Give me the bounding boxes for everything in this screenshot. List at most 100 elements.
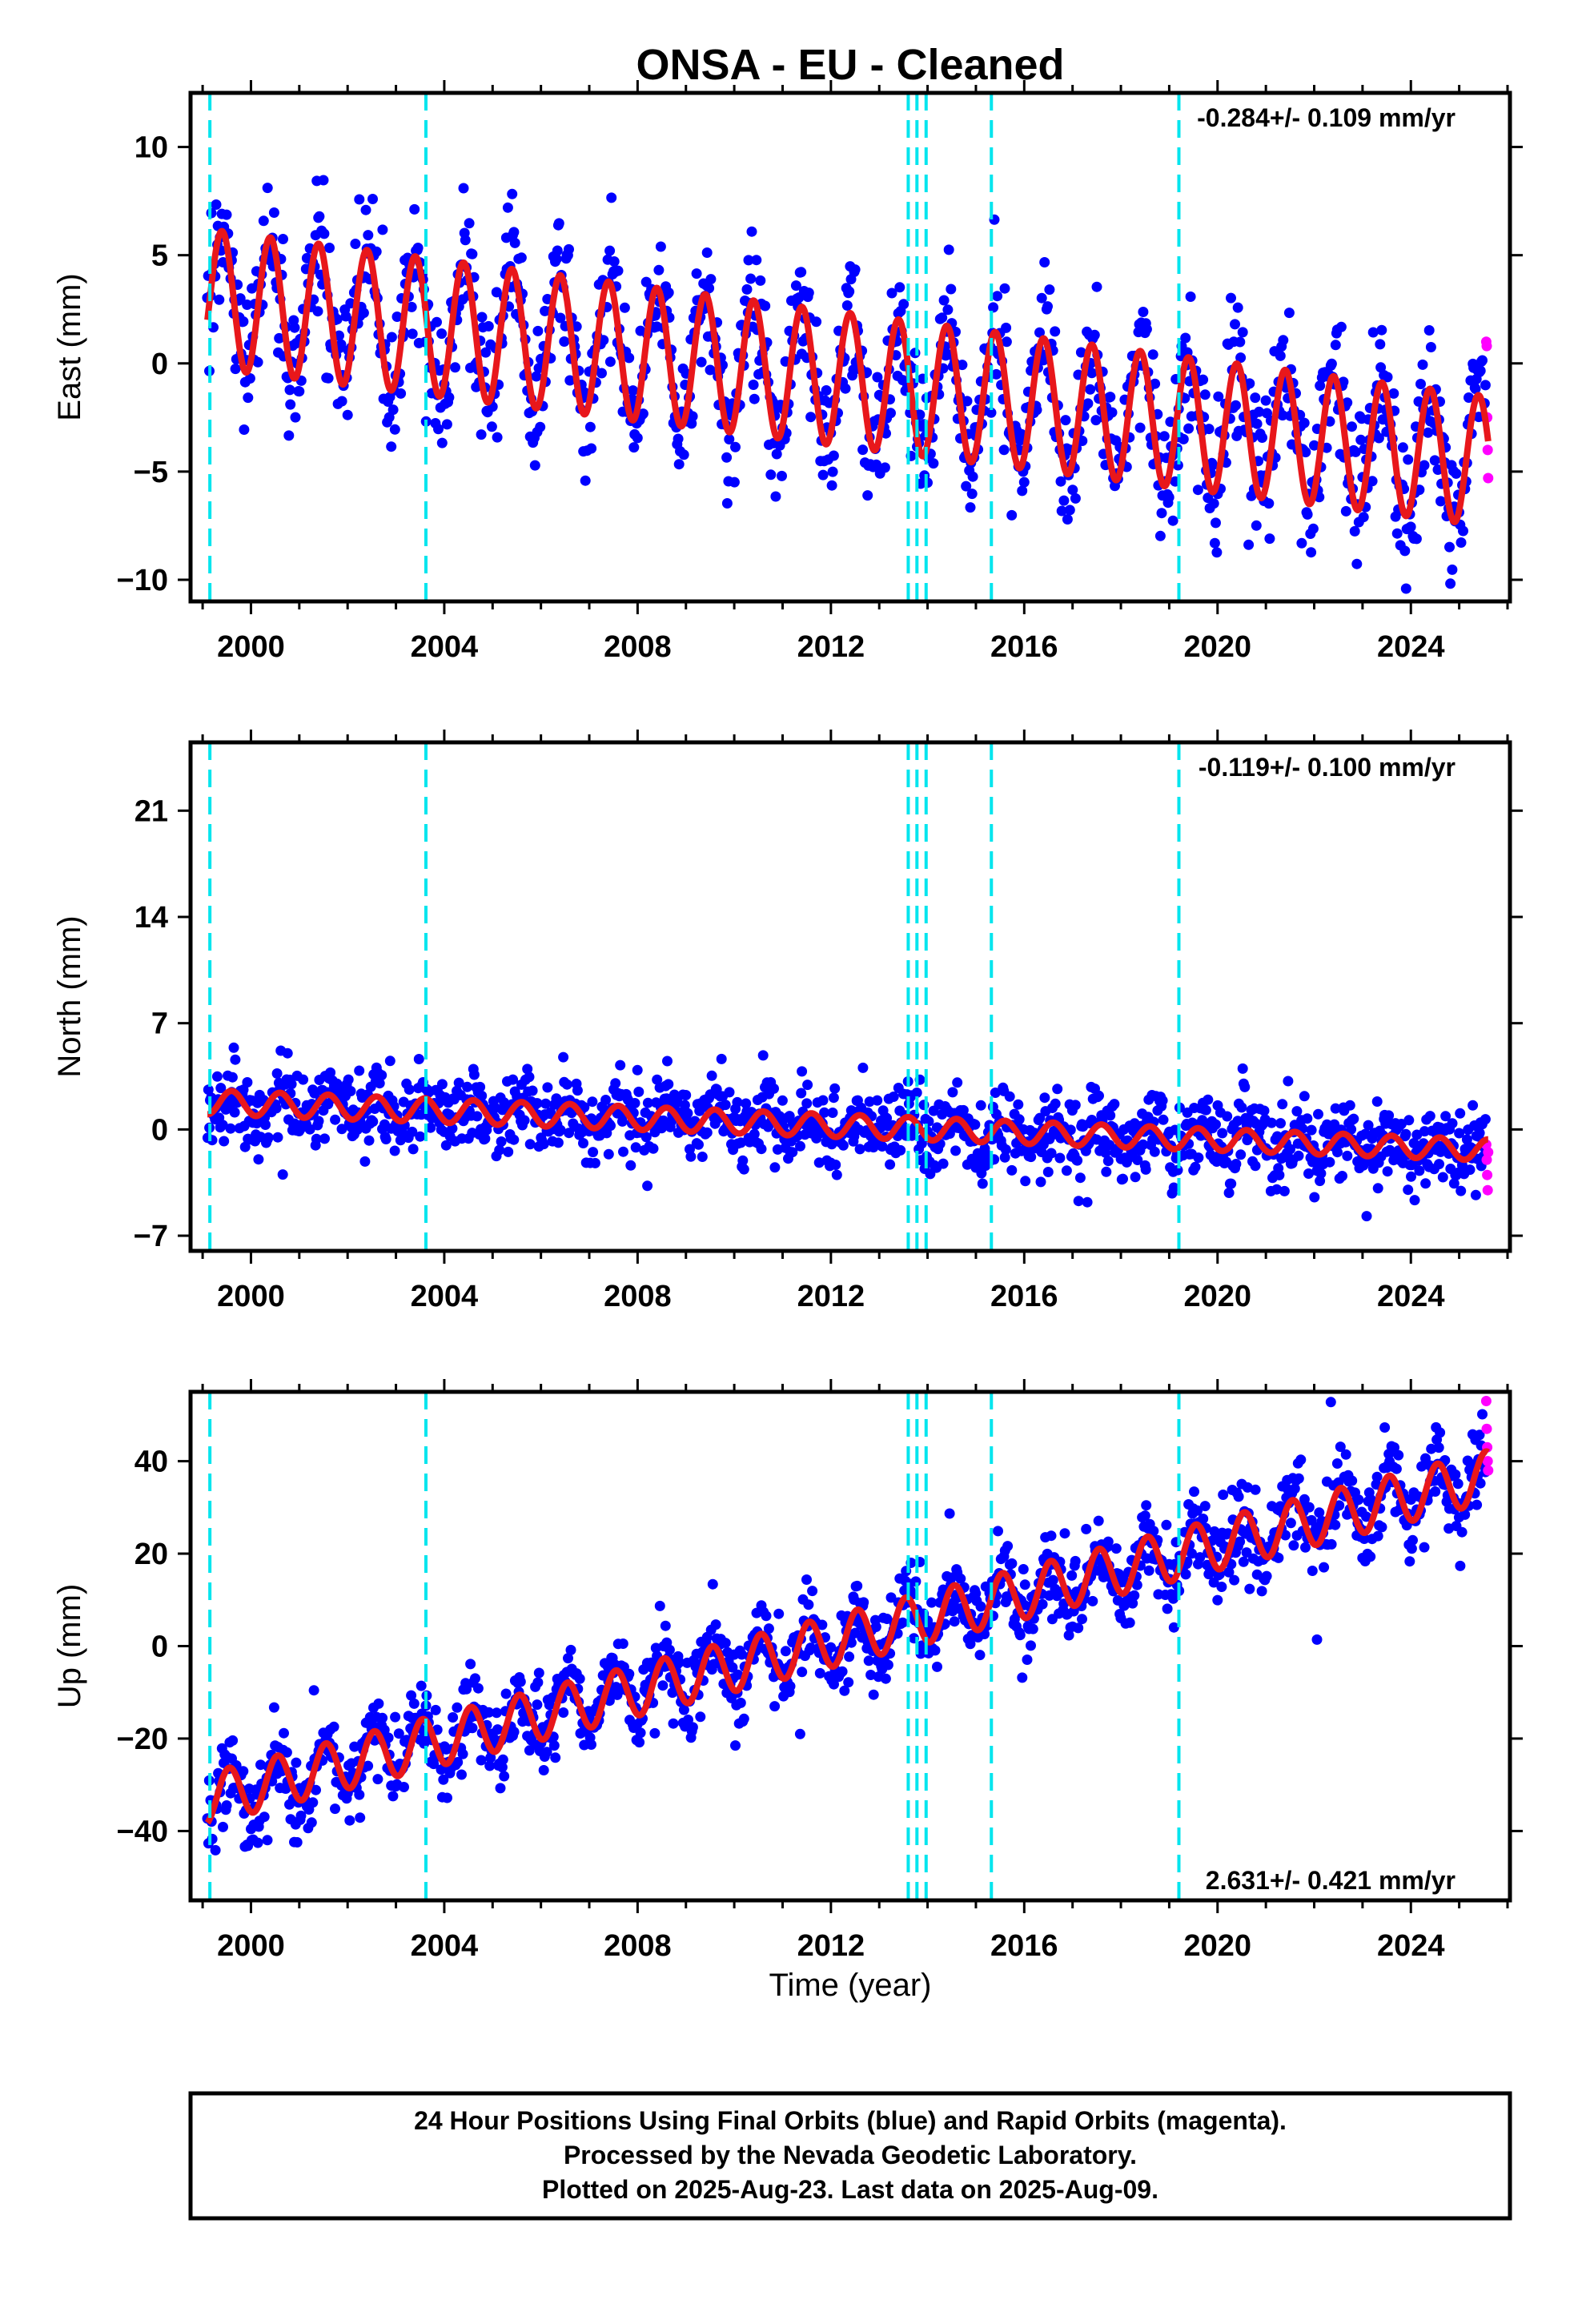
data-point — [538, 1139, 549, 1150]
data-point — [653, 264, 665, 275]
data-point — [837, 1140, 849, 1151]
data-point — [452, 1702, 463, 1713]
x-tick-label: 2012 — [797, 1929, 865, 1963]
data-point — [654, 1600, 665, 1611]
data-point — [811, 316, 822, 328]
data-point — [1367, 327, 1379, 338]
data-point — [1109, 1099, 1120, 1110]
rapid-point — [1482, 444, 1493, 456]
data-point — [1014, 1114, 1025, 1125]
data-point — [284, 384, 295, 396]
x-axis-title: Time (year) — [769, 1968, 932, 2003]
data-point — [221, 1800, 232, 1811]
data-point — [1001, 336, 1012, 348]
data-point — [464, 218, 475, 229]
data-point — [282, 1047, 293, 1059]
data-point — [1300, 447, 1311, 458]
data-point — [522, 1063, 533, 1075]
data-point — [496, 1136, 507, 1147]
data-point — [629, 1098, 640, 1108]
data-point — [1064, 505, 1075, 516]
data-point — [681, 1090, 692, 1100]
data-point — [448, 1712, 459, 1723]
data-point — [476, 1090, 488, 1101]
data-point — [710, 1619, 721, 1630]
x-tick-label: 2012 — [797, 1280, 865, 1313]
data-point — [1291, 1106, 1303, 1117]
data-point — [1455, 1108, 1466, 1119]
data-point — [870, 1622, 881, 1632]
data-point — [1295, 1454, 1307, 1466]
data-point — [831, 1169, 842, 1180]
data-point — [1355, 434, 1367, 445]
data-point — [1082, 1196, 1093, 1208]
x-tick-label: 2024 — [1377, 1280, 1445, 1313]
data-point — [600, 1095, 612, 1105]
data-point — [986, 407, 997, 418]
data-point — [958, 1104, 969, 1116]
data-point — [687, 411, 698, 422]
data-point — [1052, 1084, 1063, 1095]
data-point — [852, 1580, 863, 1591]
data-point — [1156, 508, 1167, 519]
data-point — [1158, 1114, 1169, 1125]
data-point — [274, 332, 285, 344]
data-point — [1350, 446, 1361, 457]
data-point — [214, 294, 225, 305]
data-point — [1046, 1530, 1057, 1542]
data-point — [932, 1661, 942, 1672]
data-point — [1154, 530, 1166, 541]
data-point — [1445, 578, 1456, 589]
data-point — [814, 1667, 825, 1679]
data-point — [579, 1102, 590, 1113]
data-point — [314, 211, 325, 222]
data-point — [1207, 460, 1219, 471]
data-point — [1190, 1161, 1201, 1172]
data-point — [957, 360, 968, 371]
data-point — [1019, 1579, 1030, 1590]
data-point — [1211, 517, 1221, 529]
rapid-point — [1480, 1396, 1492, 1406]
x-tick-label: 2016 — [990, 1280, 1058, 1313]
data-point — [1100, 1147, 1111, 1158]
data-point — [564, 375, 576, 386]
data-point — [1307, 523, 1319, 534]
data-point — [253, 1154, 264, 1165]
data-point — [336, 1124, 347, 1135]
data-point — [1340, 505, 1351, 517]
rapid-point — [1481, 1423, 1492, 1434]
data-point — [1437, 1172, 1448, 1183]
data-point — [559, 336, 570, 347]
data-point — [938, 295, 950, 306]
data-point — [486, 421, 497, 432]
data-point — [1017, 485, 1028, 497]
data-point — [527, 1085, 538, 1096]
data-point — [1447, 564, 1458, 575]
data-point — [380, 1134, 391, 1144]
data-point — [765, 469, 777, 480]
data-point — [524, 1072, 535, 1083]
data-point — [1271, 1131, 1283, 1142]
data-point — [871, 459, 882, 470]
data-point — [389, 424, 400, 435]
data-point — [858, 1597, 869, 1608]
data-point — [730, 1740, 741, 1751]
data-point — [795, 1140, 805, 1152]
data-point — [1405, 521, 1416, 533]
y-tick-label: 40 — [135, 1445, 168, 1479]
data-point — [1106, 407, 1118, 418]
data-point — [1371, 1471, 1383, 1482]
data-point — [390, 1711, 401, 1723]
data-point — [1452, 1478, 1464, 1490]
data-point — [1348, 1113, 1359, 1124]
data-point — [724, 434, 735, 444]
data-point — [1047, 1574, 1058, 1586]
data-point — [819, 1107, 830, 1118]
data-point — [658, 1115, 669, 1126]
east-panel: −10 −5 0 5 10 2000 2004 2008 2012 2016 2020 2024 Eas… — [52, 80, 1523, 664]
up-plot-area — [202, 1392, 1494, 1900]
data-point — [1014, 1630, 1026, 1641]
data-point — [796, 1088, 807, 1099]
data-point — [371, 246, 382, 257]
data-point — [433, 424, 444, 435]
